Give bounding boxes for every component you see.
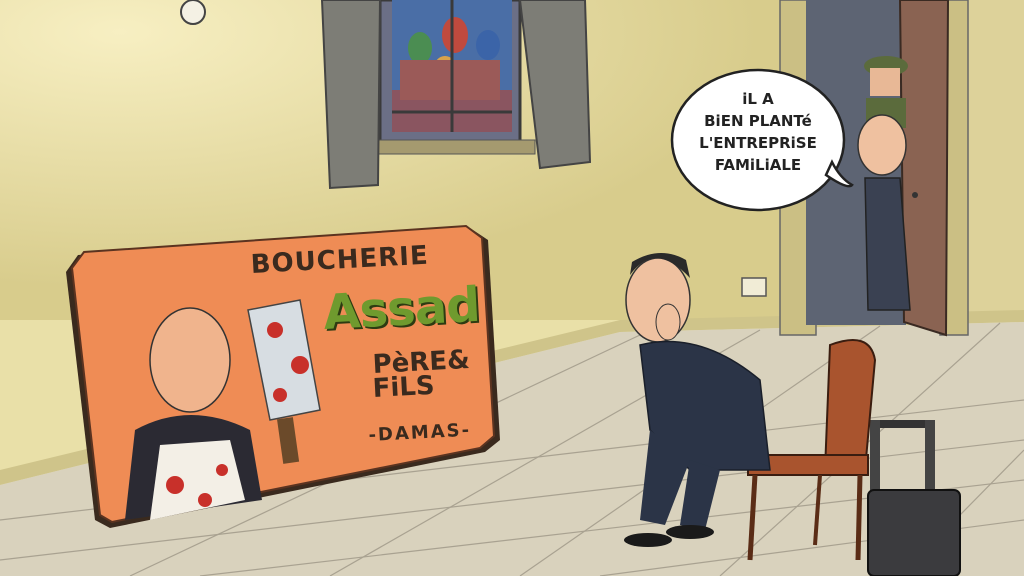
wall-socket [741,277,767,297]
chair [747,339,877,561]
door-handle [912,192,918,198]
sign-name-assad: Assad [322,276,481,341]
speech-bubble-text: iL A BiEN PLANTé L'ENTREPRiSE FAMiLiALE [688,88,828,176]
wall-right [960,0,1024,320]
window [369,0,536,155]
bubble-line-4: FAMiLiALE [714,156,802,174]
seated-man [624,252,771,547]
ceiling-lamp [180,0,206,25]
speech-bubble-shape [670,68,854,212]
bubble-line-3: L'ENTREPRiSE [699,134,817,152]
floor [0,322,1024,576]
curtain-right [518,0,592,170]
suitcase [867,420,961,576]
butcher-sign [66,224,500,528]
peeking-man [857,114,911,311]
sign-line-fils: FiLS [371,370,436,404]
bubble-line-1: iL A [742,90,774,108]
bubble-line-2: BiEN PLANTé [704,112,812,130]
curtain-left [320,0,382,190]
